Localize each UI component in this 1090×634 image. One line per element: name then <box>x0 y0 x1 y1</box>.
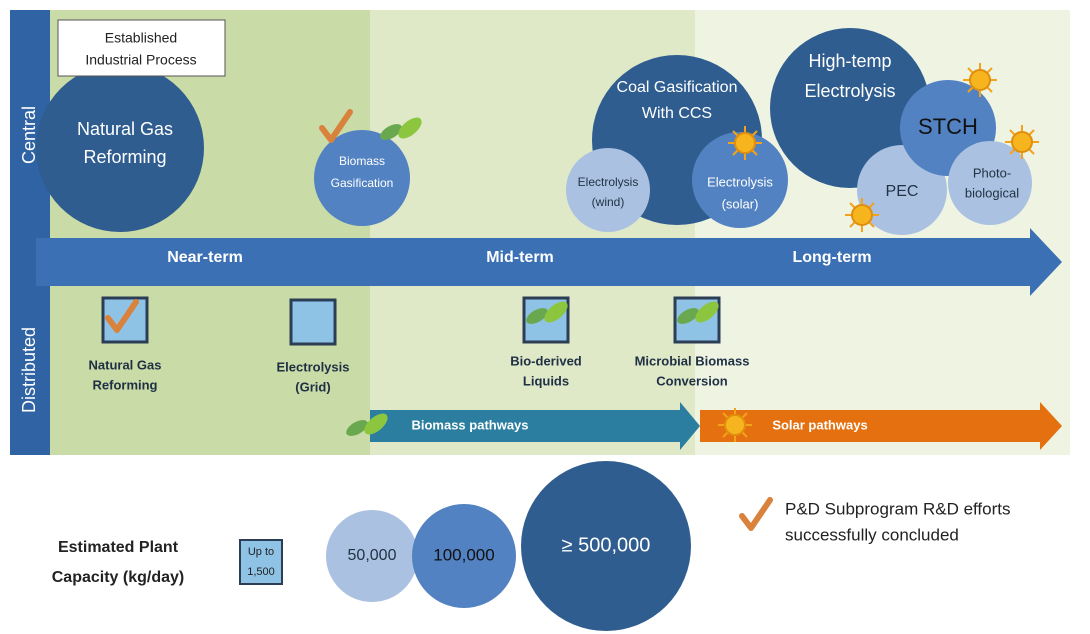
label: Up to <box>248 546 274 558</box>
circle <box>521 461 691 631</box>
label: Biomass <box>339 154 385 168</box>
timeline-label: Mid-term <box>486 249 554 266</box>
label: Coal Gasification <box>617 79 738 96</box>
label: High-temp <box>808 51 891 71</box>
label: 50,000 <box>348 547 397 564</box>
pathway-label: Biomass pathways <box>411 417 528 432</box>
sun-icon <box>962 62 998 98</box>
label: Bio-derived <box>510 353 582 368</box>
label: Gasification <box>331 176 394 190</box>
sun-icon <box>727 125 763 161</box>
legend-title: Estimated Plant <box>58 539 179 556</box>
label: Electrolysis <box>578 175 639 189</box>
label: Liquids <box>523 373 569 388</box>
legend-title: Capacity (kg/day) <box>52 569 184 586</box>
distributed-label: Distributed <box>19 327 39 413</box>
check-icon <box>742 500 770 528</box>
solar-arrow <box>700 402 1062 450</box>
circle <box>692 132 788 228</box>
label: Electrolysis <box>804 81 895 101</box>
circle <box>948 141 1032 225</box>
label: Established <box>105 30 177 46</box>
established-box <box>57 19 226 77</box>
sun-icon <box>844 197 880 233</box>
circle <box>412 504 516 608</box>
label: Reforming <box>83 147 166 167</box>
label: STCH <box>918 114 978 139</box>
label: Industrial Process <box>85 52 196 68</box>
label: (wind) <box>592 195 625 209</box>
legend-note: successfully concluded <box>785 525 959 544</box>
label: Photo- <box>973 165 1011 180</box>
label: With CCS <box>642 105 712 122</box>
label: Reforming <box>93 377 158 392</box>
timeline-label: Long-term <box>792 249 871 266</box>
central-label: Central <box>19 106 39 164</box>
circle <box>314 130 410 226</box>
side-bar <box>10 10 50 455</box>
circle <box>36 64 204 232</box>
square <box>289 298 337 346</box>
label: PEC <box>886 183 919 200</box>
label: Microbial Biomass <box>635 353 750 368</box>
label: Natural Gas <box>89 357 162 372</box>
label: (Grid) <box>295 379 330 394</box>
pathway-label: Solar pathways <box>772 417 867 432</box>
label: (solar) <box>722 196 759 211</box>
sun-icon <box>717 407 753 443</box>
timeline-label: Near-term <box>167 249 243 266</box>
square <box>239 539 283 585</box>
label: Electrolysis <box>707 174 773 189</box>
sun-icon <box>1004 124 1040 160</box>
circle <box>326 510 418 602</box>
circle <box>566 148 650 232</box>
legend-note: P&D Subprogram R&D efforts <box>785 499 1011 518</box>
label: Natural Gas <box>77 119 173 139</box>
timeline-arrow <box>36 228 1062 296</box>
biomass-arrow <box>370 402 700 450</box>
label: 1,500 <box>247 566 275 578</box>
label: Conversion <box>656 373 728 388</box>
label: ≥ 500,000 <box>562 534 651 556</box>
label: Electrolysis <box>277 359 350 374</box>
label: biological <box>965 185 1019 200</box>
label: 100,000 <box>433 545 494 564</box>
